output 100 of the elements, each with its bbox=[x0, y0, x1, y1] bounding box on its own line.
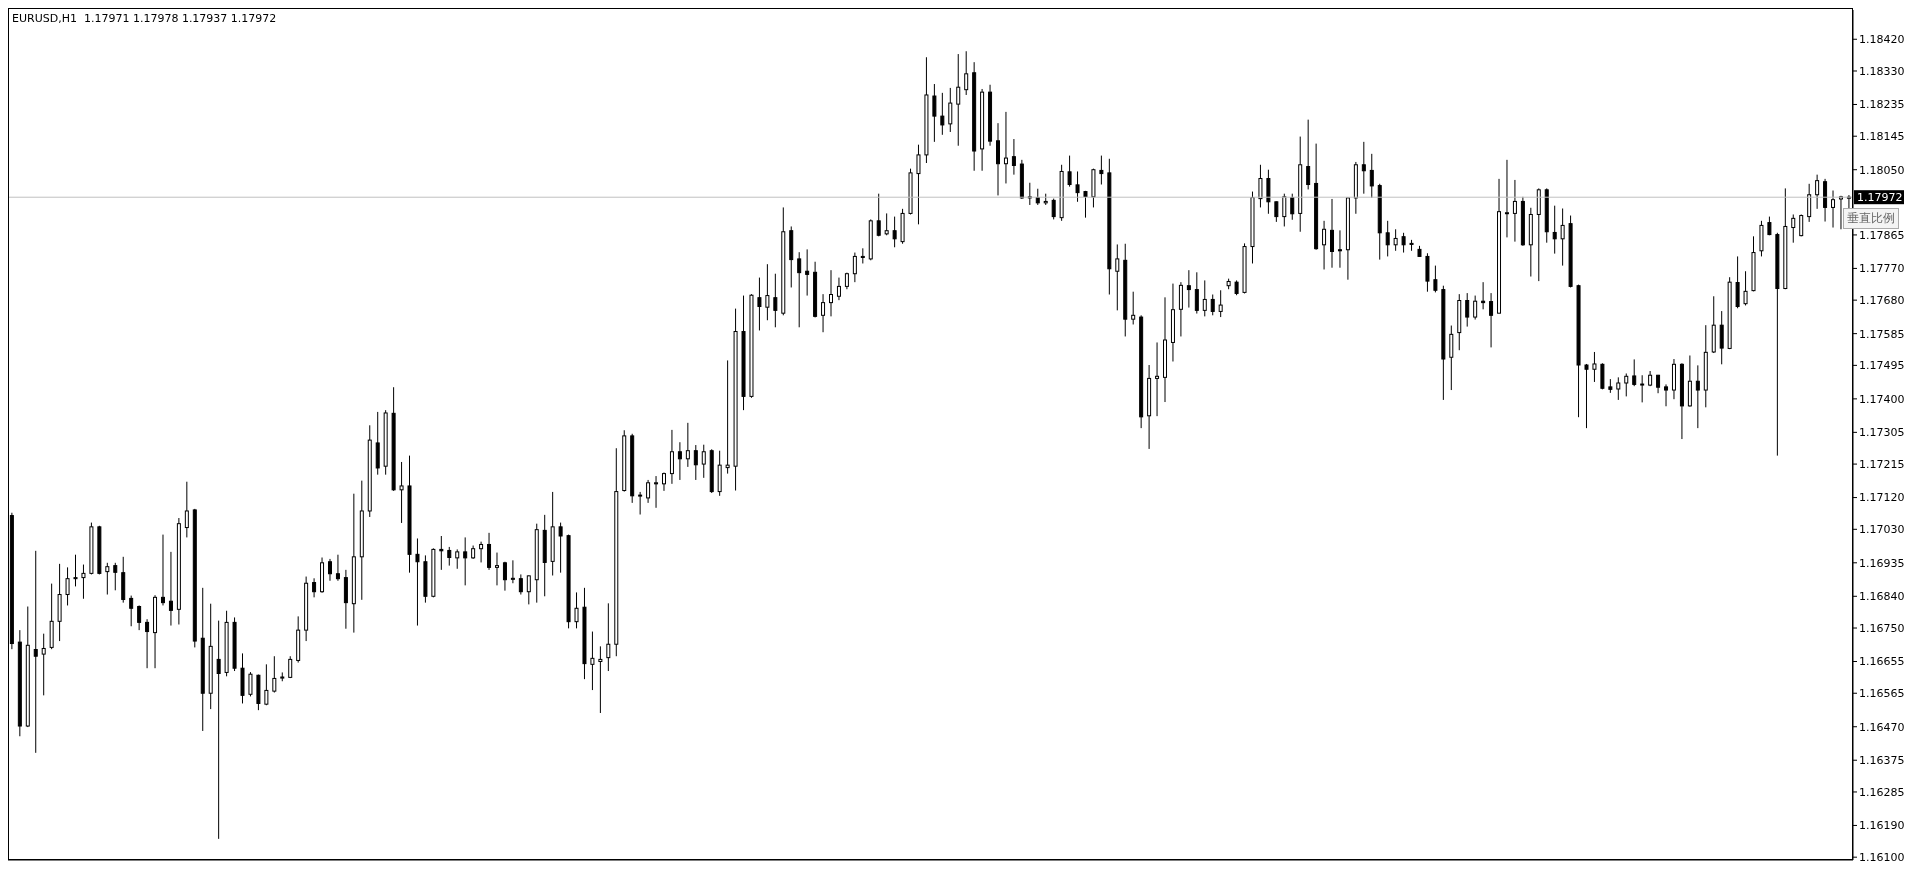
candlestick bbox=[335, 554, 340, 582]
candlestick bbox=[113, 562, 118, 591]
candlestick bbox=[479, 541, 484, 563]
candlestick bbox=[33, 550, 38, 754]
candlestick bbox=[312, 577, 317, 598]
candlestick bbox=[757, 277, 762, 331]
candlestick bbox=[137, 604, 142, 631]
y-tick-label: 1.16840 bbox=[1859, 590, 1905, 604]
candlestick bbox=[1433, 265, 1438, 293]
candlestick bbox=[1791, 213, 1796, 244]
candlestick bbox=[1560, 207, 1565, 267]
candlestick bbox=[184, 481, 189, 538]
candlestick bbox=[574, 591, 579, 629]
candlestick bbox=[1337, 229, 1342, 269]
candlestick bbox=[940, 92, 945, 136]
candlestick bbox=[1290, 193, 1295, 221]
candlestick bbox=[932, 83, 937, 143]
candlestick bbox=[1282, 193, 1287, 227]
candlestick bbox=[1815, 174, 1820, 210]
candlestick bbox=[1831, 190, 1836, 229]
candlestick bbox=[399, 461, 404, 524]
candlestick bbox=[1322, 220, 1327, 270]
candlestick bbox=[558, 522, 563, 574]
candlestick bbox=[765, 263, 770, 321]
candlestick bbox=[1330, 198, 1335, 269]
y-tick-label: 1.18050 bbox=[1859, 163, 1905, 177]
candlestick bbox=[1449, 325, 1454, 391]
candlestick bbox=[669, 429, 674, 485]
candlestick bbox=[1807, 183, 1812, 223]
y-tick-label: 1.16470 bbox=[1859, 720, 1905, 734]
candlestick bbox=[1401, 232, 1406, 254]
y-tick-label: 1.18235 bbox=[1859, 98, 1905, 112]
y-tick-label: 1.17305 bbox=[1859, 426, 1905, 440]
candlestick bbox=[1743, 270, 1748, 306]
candlestick bbox=[638, 491, 643, 515]
candlestick bbox=[1719, 310, 1724, 365]
candlestick bbox=[1632, 358, 1637, 387]
chart-title: EURUSD,H1 1.17971 1.17978 1.17937 1.17972 bbox=[12, 12, 277, 25]
candlestick bbox=[248, 671, 253, 697]
candlestick bbox=[41, 633, 46, 696]
y-tick-label: 1.16655 bbox=[1859, 655, 1905, 669]
candlestick bbox=[916, 144, 921, 225]
candlestick bbox=[1155, 341, 1160, 417]
candlestick bbox=[1600, 362, 1605, 390]
candlestick bbox=[1003, 111, 1008, 184]
y-tick-label: 1.17215 bbox=[1859, 457, 1905, 471]
candlestick bbox=[1258, 164, 1263, 208]
candlestick bbox=[852, 252, 857, 283]
candlestick bbox=[1218, 289, 1223, 318]
candlestick bbox=[701, 444, 706, 479]
candlestick bbox=[1099, 155, 1104, 186]
candlestick bbox=[65, 566, 70, 606]
candlestick bbox=[996, 122, 1001, 196]
candlestick bbox=[654, 475, 659, 509]
candlestick bbox=[1115, 243, 1120, 311]
candlestick bbox=[81, 564, 86, 600]
candlestick bbox=[829, 269, 833, 317]
y-tick-label: 1.18145 bbox=[1859, 130, 1905, 144]
candlestick bbox=[1473, 295, 1478, 321]
candlestick bbox=[487, 532, 492, 571]
candlestick bbox=[1592, 351, 1597, 383]
candlestick bbox=[1202, 279, 1207, 317]
candlestick bbox=[1552, 205, 1557, 255]
candlestick bbox=[590, 631, 595, 691]
candlestick bbox=[129, 595, 134, 627]
candlestick bbox=[1361, 141, 1366, 195]
candlestick bbox=[272, 655, 277, 694]
candlestick bbox=[105, 562, 110, 596]
candlestick bbox=[892, 216, 897, 248]
candlestick bbox=[1306, 119, 1311, 190]
candlestick bbox=[455, 548, 460, 570]
candlestick bbox=[773, 273, 778, 328]
candlestick bbox=[1067, 155, 1072, 188]
y-tick-label: 1.17770 bbox=[1859, 262, 1905, 276]
candlestick bbox=[805, 248, 810, 297]
candlestick bbox=[964, 50, 969, 96]
y-tick-label: 1.16100 bbox=[1859, 851, 1905, 865]
candlestick bbox=[1695, 364, 1700, 429]
candlestick bbox=[1624, 372, 1629, 397]
candlestick bbox=[836, 277, 841, 301]
candlestick bbox=[1504, 159, 1509, 238]
candlestick bbox=[518, 573, 523, 596]
candlestick bbox=[1512, 179, 1517, 243]
y-tick-label: 1.17400 bbox=[1859, 392, 1905, 406]
candlestick bbox=[725, 359, 730, 475]
candlestick bbox=[327, 558, 332, 582]
candlestick bbox=[168, 551, 173, 627]
candlestick bbox=[876, 193, 881, 237]
y-tick-label: 1.16565 bbox=[1859, 687, 1905, 701]
y-tick-label: 1.17865 bbox=[1859, 228, 1905, 242]
candlestick bbox=[216, 620, 221, 840]
candlestick bbox=[1393, 228, 1398, 252]
candlestick bbox=[685, 422, 690, 468]
candlestick bbox=[1735, 255, 1740, 309]
annotation: 垂直比例 bbox=[1843, 208, 1899, 229]
candlestick bbox=[598, 645, 603, 714]
candlestick bbox=[1131, 291, 1136, 325]
candlestick bbox=[73, 554, 78, 587]
candlestick bbox=[821, 293, 826, 333]
y-tick-label: 1.17495 bbox=[1859, 359, 1905, 373]
